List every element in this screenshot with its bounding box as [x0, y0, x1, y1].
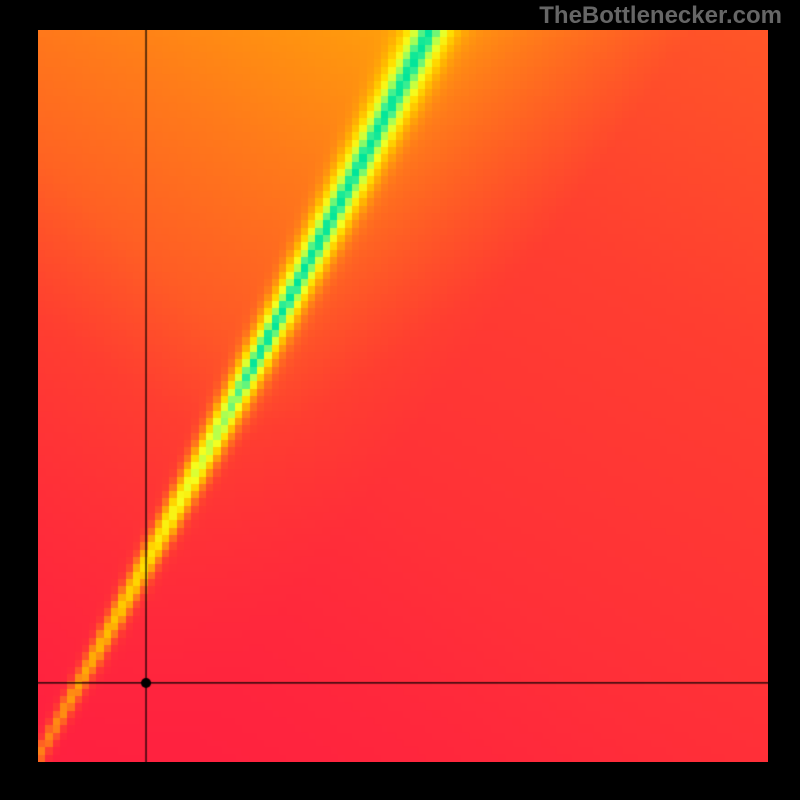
watermark-text: TheBottlenecker.com — [539, 2, 782, 30]
bottleneck-heatmap — [38, 30, 768, 762]
